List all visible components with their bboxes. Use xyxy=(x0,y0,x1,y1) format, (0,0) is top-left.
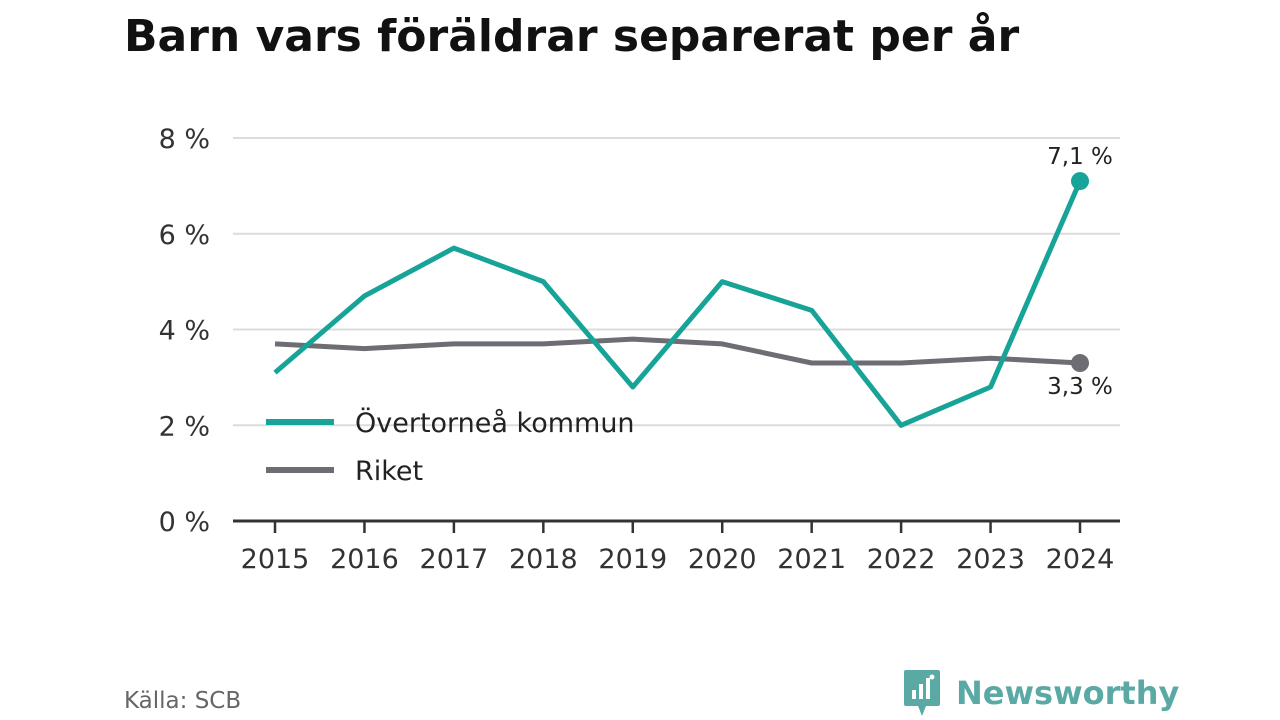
brand-name: Newsworthy xyxy=(956,674,1180,712)
x-tick-label: 2022 xyxy=(867,544,936,575)
line-chart: 0 % 2 % 4 % 6 % 8 % 2015 2016 2017 2018 2019 2020… xyxy=(159,124,1120,575)
series-line xyxy=(273,180,1083,428)
series-end-point xyxy=(1071,354,1089,373)
x-tick-label: 2017 xyxy=(420,544,489,575)
end-labels: 7,1 % 3,3 % xyxy=(1047,144,1113,400)
series-end-point xyxy=(1071,172,1089,191)
x-tick-label: 2019 xyxy=(598,544,667,575)
end-value-label: 3,3 % xyxy=(1047,374,1113,400)
y-tick-label: 6 % xyxy=(159,220,210,251)
y-tick-label: 4 % xyxy=(159,316,210,347)
y-tick-label: 2 % xyxy=(159,411,210,442)
newsworthy-logo-icon xyxy=(904,670,940,716)
legend-label: Riket xyxy=(355,456,423,487)
x-tick-label: 2015 xyxy=(241,544,310,575)
series-lines xyxy=(273,172,1089,428)
y-axis-ticks: 0 % 2 % 4 % 6 % 8 % xyxy=(159,124,210,538)
x-tick-label: 2018 xyxy=(509,544,578,575)
chart-title: Barn vars föräldrar separerat per år xyxy=(124,11,1020,62)
brand-logo: Newsworthy xyxy=(902,668,1179,718)
x-axis-ticks: 2015 2016 2017 2018 2019 2020 2021 2022 2023 2024 xyxy=(241,521,1115,575)
source-note: Källa: SCB xyxy=(124,688,242,714)
x-tick-label: 2020 xyxy=(688,544,757,575)
end-value-label: 7,1 % xyxy=(1047,144,1113,170)
legend-label: Övertorneå kommun xyxy=(355,407,635,439)
y-tick-label: 0 % xyxy=(159,507,210,538)
grid-lines xyxy=(233,137,1120,427)
x-tick-label: 2023 xyxy=(956,544,1025,575)
legend: Övertorneå kommun Riket xyxy=(266,407,635,487)
series-line xyxy=(274,336,1081,366)
x-tick-label: 2021 xyxy=(777,544,846,575)
x-tick-label: 2024 xyxy=(1046,544,1115,575)
y-tick-label: 8 % xyxy=(159,124,210,155)
x-tick-label: 2016 xyxy=(330,544,399,575)
